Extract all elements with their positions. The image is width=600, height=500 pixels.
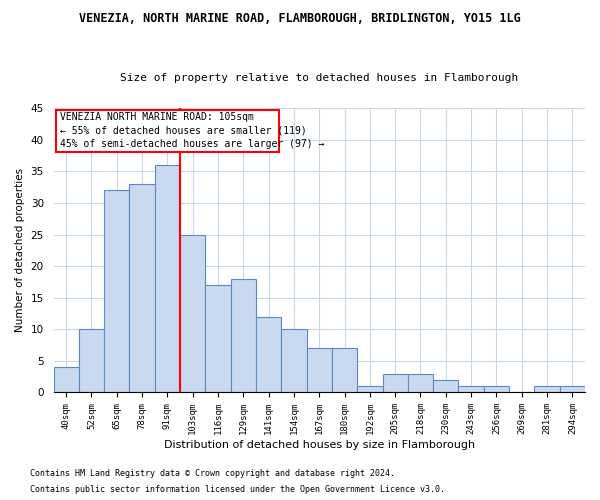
Text: Contains public sector information licensed under the Open Government Licence v3: Contains public sector information licen…	[30, 485, 445, 494]
Text: VENEZIA, NORTH MARINE ROAD, FLAMBOROUGH, BRIDLINGTON, YO15 1LG: VENEZIA, NORTH MARINE ROAD, FLAMBOROUGH,…	[79, 12, 521, 26]
Bar	[484, 386, 509, 392]
Text: 45% of semi-detached houses are larger (97) →: 45% of semi-detached houses are larger (…	[60, 138, 324, 148]
Bar	[408, 374, 433, 392]
Bar	[357, 386, 383, 392]
Bar	[332, 348, 357, 393]
Bar	[560, 386, 585, 392]
X-axis label: Distribution of detached houses by size in Flamborough: Distribution of detached houses by size …	[164, 440, 475, 450]
Bar	[307, 348, 332, 393]
Bar	[433, 380, 458, 392]
FancyBboxPatch shape	[56, 110, 279, 152]
Title: Size of property relative to detached houses in Flamborough: Size of property relative to detached ho…	[120, 72, 518, 83]
Bar	[281, 330, 307, 392]
Bar	[53, 367, 79, 392]
Y-axis label: Number of detached properties: Number of detached properties	[15, 168, 25, 332]
Text: VENEZIA NORTH MARINE ROAD: 105sqm: VENEZIA NORTH MARINE ROAD: 105sqm	[60, 112, 254, 122]
Bar	[256, 316, 281, 392]
Bar	[155, 165, 180, 392]
Bar	[130, 184, 155, 392]
Bar	[104, 190, 130, 392]
Bar	[180, 234, 205, 392]
Bar	[79, 330, 104, 392]
Bar	[205, 285, 230, 393]
Bar	[535, 386, 560, 392]
Bar	[383, 374, 408, 392]
Bar	[230, 279, 256, 392]
Bar	[458, 386, 484, 392]
Text: ← 55% of detached houses are smaller (119): ← 55% of detached houses are smaller (11…	[60, 126, 307, 136]
Text: Contains HM Land Registry data © Crown copyright and database right 2024.: Contains HM Land Registry data © Crown c…	[30, 468, 395, 477]
